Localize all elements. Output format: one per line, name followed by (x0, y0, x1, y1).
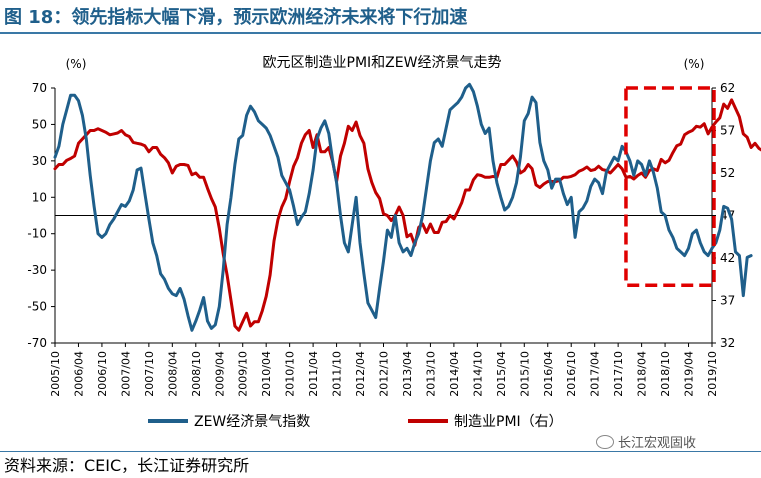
x-tick-label: 2016/10 (565, 351, 578, 397)
right-tick-label: 32 (720, 336, 735, 350)
x-tick-label: 2010/10 (284, 351, 297, 397)
title-divider (0, 32, 761, 34)
x-tick-label: 2006/10 (96, 351, 109, 397)
left-tick-label: 30 (32, 154, 47, 168)
x-tick-label: 2010/04 (260, 351, 273, 397)
x-tick-label: 2013/10 (424, 351, 437, 397)
x-tick-label: 2011/04 (307, 351, 320, 397)
x-tick-label: 2012/10 (378, 351, 391, 397)
x-tick-label: 2017/10 (612, 351, 625, 397)
highlight-box (624, 86, 716, 287)
x-tick-label: 2009/10 (237, 351, 250, 397)
x-tick-label: 2006/04 (72, 351, 85, 397)
left-tick-label: 10 (32, 190, 47, 204)
series-layer (53, 82, 761, 332)
x-tick-label: 2018/04 (636, 351, 649, 397)
left-axis-unit: (%) (66, 57, 87, 71)
x-tick-label: 2015/10 (518, 351, 531, 397)
left-tick-label: 70 (32, 81, 47, 95)
x-tick-label: 2012/04 (354, 351, 367, 397)
x-tick-label: 2007/04 (119, 351, 132, 397)
legend: ZEW经济景气指数 制造业PMI（右） (148, 414, 563, 430)
left-tick-label: -30 (27, 263, 47, 277)
x-tick-label: 2005/10 (49, 351, 62, 397)
left-tick-label: -10 (27, 227, 47, 241)
left-tick-label: -50 (27, 300, 47, 314)
x-tick-label: 2008/10 (190, 351, 203, 397)
x-tick-label: 2016/04 (542, 351, 555, 397)
legend-zew-label: ZEW经济景气指数 (194, 414, 310, 430)
x-tick-label: 2009/04 (213, 351, 226, 397)
axes-group: 70503010-10-30-50-70625752474237322005/1… (27, 81, 735, 397)
right-tick-label: 62 (720, 81, 735, 95)
zew-series-line (53, 82, 753, 332)
left-tick-label: 50 (32, 117, 47, 131)
right-axis-unit: (%) (684, 57, 705, 71)
x-tick-label: 2014/04 (448, 351, 461, 397)
watermark: 长江宏观固收 (596, 432, 696, 451)
right-tick-label: 37 (720, 294, 735, 308)
x-tick-label: 2007/10 (143, 351, 156, 397)
x-tick-label: 2008/04 (166, 351, 179, 397)
right-tick-label: 57 (720, 124, 735, 138)
source-note: 资料来源：CEIC，长江证券研究所 (4, 456, 250, 475)
watermark-text: 长江宏观固收 (618, 436, 697, 451)
right-tick-label: 42 (720, 251, 735, 265)
x-tick-label: 2019/04 (683, 351, 696, 397)
highlight-layer (624, 86, 716, 287)
x-tick-label: 2019/10 (706, 351, 719, 397)
x-tick-label: 2011/10 (331, 351, 344, 397)
figure-title: 图 18：领先指标大幅下滑，预示欧洲经济未来将下行加速 (4, 7, 468, 28)
left-tick-label: -70 (27, 336, 47, 350)
x-tick-label: 2018/10 (659, 351, 672, 397)
x-tick-label: 2015/04 (495, 351, 508, 397)
wechat-icon (596, 434, 614, 449)
x-tick-label: 2014/10 (471, 351, 484, 397)
chart-title: 欧元区制造业PMI和ZEW经济景气走势 (263, 55, 502, 71)
chart-svg: 欧元区制造业PMI和ZEW经济景气走势 (%) (%) 70 50 30 10 -10 -… (27, 55, 761, 430)
pmi-series-line (53, 98, 761, 332)
x-tick-label: 2013/04 (401, 351, 414, 397)
legend-pmi-label: 制造业PMI（右） (454, 414, 563, 430)
x-tick-label: 2017/04 (589, 351, 602, 397)
right-tick-label: 52 (720, 166, 735, 180)
source-divider (0, 451, 761, 452)
